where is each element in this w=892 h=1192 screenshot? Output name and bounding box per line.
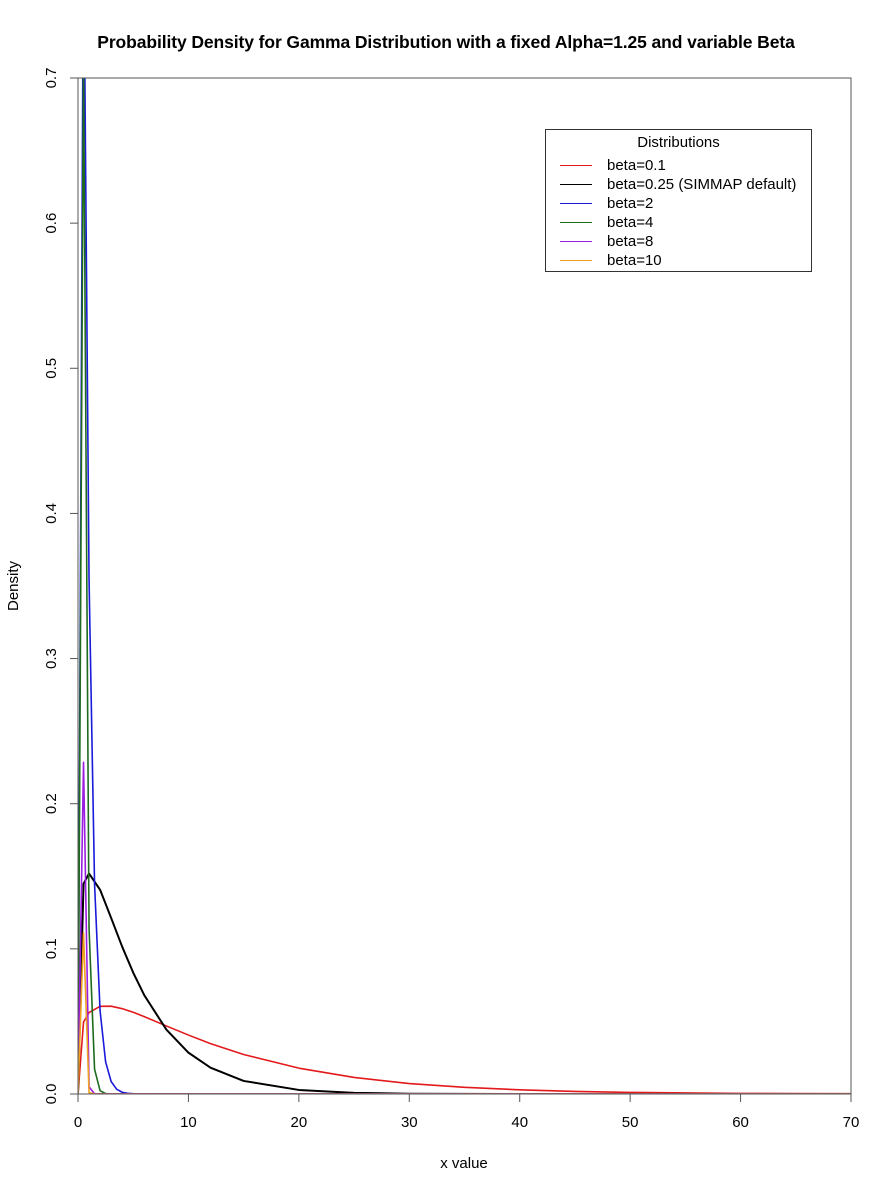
series-line-4 [78,761,851,1094]
plot-frame [77,77,852,1095]
x-tick-label: 10 [180,1114,197,1131]
legend-label: beta=8 [607,232,654,250]
legend-line-swatch [560,221,592,223]
series-line-0 [78,1005,851,1094]
series-line-1 [78,872,851,1094]
legend-line-swatch [560,164,592,166]
y-tick-label: 0.2 [43,793,60,814]
legend-line-swatch [560,202,592,204]
legend-item: beta=2 [560,194,653,212]
x-tick-label: 30 [401,1114,418,1131]
legend-label: beta=2 [607,194,654,212]
x-tick-label: 0 [74,1114,82,1131]
y-tick-label: 0.7 [43,68,60,89]
legend-line-swatch [560,259,592,261]
y-tick-label: 0.1 [43,938,60,959]
legend-item: beta=0.25 (SIMMAP default) [560,175,796,193]
y-tick-label: 0.0 [43,1084,60,1105]
legend-item: beta=0.1 [560,156,666,174]
legend: Distributions beta=0.1 beta=0.25 (SIMMAP … [545,129,812,272]
legend-label: beta=0.25 (SIMMAP default) [607,175,797,193]
legend-item: beta=4 [560,213,653,231]
chart-title: Probability Density for Gamma Distributi… [97,32,795,52]
y-axis-title: Density [5,560,22,611]
legend-label: beta=10 [607,251,662,269]
legend-line-swatch [560,240,592,242]
legend-label: beta=0.1 [607,156,666,174]
x-tick-label: 40 [511,1114,528,1131]
y-tick-label: 0.6 [43,213,60,234]
x-tick-label: 20 [291,1114,308,1131]
legend-item: beta=10 [560,251,662,269]
y-tick-label: 0.4 [43,503,60,524]
x-tick-label: 70 [843,1114,860,1131]
y-tick-label: 0.5 [43,358,60,379]
legend-item: beta=8 [560,232,653,250]
y-axis: 0.0 0.1 0.2 0.3 0.4 0.5 0.6 0.7 [43,68,78,1105]
legend-title: Distributions [637,134,720,151]
legend-line-swatch [560,183,592,185]
y-tick-label: 0.3 [43,648,60,669]
x-tick-label: 60 [732,1114,749,1131]
x-axis: 0 10 20 30 40 50 60 70 [74,1094,860,1131]
legend-label: beta=4 [607,213,654,231]
x-tick-label: 50 [622,1114,639,1131]
x-axis-title: x value [440,1155,488,1172]
series-line-5 [78,932,851,1094]
